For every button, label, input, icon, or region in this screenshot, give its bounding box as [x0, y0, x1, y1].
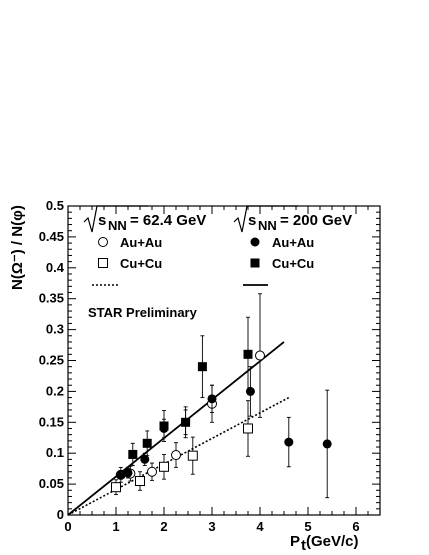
- x-tick-label: 3: [208, 519, 215, 534]
- x-tick-label: 1: [112, 519, 119, 534]
- data-point: [243, 349, 253, 359]
- series-filled-circle: [116, 366, 332, 499]
- x-tick-label: 0: [64, 519, 71, 534]
- data-point: [322, 439, 332, 449]
- legend-marker-open-square: [98, 258, 108, 268]
- legend-sqrt-s-right: s: [248, 212, 256, 229]
- data-point: [159, 421, 169, 431]
- series-filled-square: [128, 316, 253, 467]
- legend-energy-right: = 200 GeV: [280, 212, 352, 229]
- data-point: [243, 423, 253, 434]
- data-point: [159, 461, 169, 472]
- y-axis-title: N(Ω⁻) / N(φ): [9, 205, 26, 290]
- y-tick-label: 0.35: [39, 291, 64, 306]
- data-point: [207, 394, 217, 404]
- legend-sqrt-sub-right: NN: [258, 218, 277, 233]
- legend-header-62: s NN = 62.4 GeV: [83, 205, 206, 233]
- data-point: [140, 454, 150, 464]
- data-point: [123, 468, 133, 478]
- legend-sqrt-sub-left: NN: [108, 218, 127, 233]
- legend-label-cucu-200: Cu+Cu: [272, 256, 314, 271]
- y-tick-label: 0.4: [46, 260, 65, 275]
- data-point: [255, 350, 265, 361]
- legend-label-cucu-62: Cu+Cu: [120, 256, 162, 271]
- data-point: [187, 450, 198, 461]
- legend-sqrt-s-left: s: [98, 212, 106, 229]
- x-axis-title-main: P: [290, 533, 300, 550]
- fit-lines: [67, 341, 290, 516]
- x-tick-label: 4: [256, 519, 264, 534]
- data-points: [111, 293, 332, 499]
- x-tick-label: 6: [352, 519, 359, 534]
- y-tick-label: 0.3: [46, 322, 64, 337]
- x-axis-title: P t (GeV/c): [290, 533, 359, 554]
- y-tick-label: 0.1: [46, 445, 64, 460]
- x-tick-label: 2: [160, 519, 167, 534]
- y-tick-label: 0.2: [46, 383, 64, 398]
- y-tick-label: 0: [57, 507, 64, 522]
- y-tick-label: 0.25: [39, 353, 64, 368]
- y-tick-label: 0.15: [39, 414, 64, 429]
- data-point: [147, 466, 157, 477]
- data-point: [171, 450, 181, 461]
- x-axis-title-sub: t: [301, 537, 306, 554]
- legend-marker-filled-square: [250, 258, 260, 268]
- data-point: [128, 449, 138, 459]
- data-point: [135, 476, 145, 487]
- star-preliminary-annotation: STAR Preliminary: [88, 305, 198, 320]
- axes: 0 1 2 3 4 5 6 0 0.05 0.1 0.15 0.2 0.25 0.3 0.35 0.4 0.45…: [39, 198, 381, 534]
- y-tick-label: 0.5: [46, 198, 64, 213]
- data-point: [142, 438, 152, 448]
- x-tick-label: 5: [304, 519, 311, 534]
- y-tick-label: 0.05: [39, 476, 64, 491]
- legend-label-auau-62: Au+Au: [120, 235, 162, 250]
- legend-header-200: s NN = 200 GeV: [233, 205, 352, 233]
- legend-energy-left: = 62.4 GeV: [130, 212, 206, 229]
- data-point: [111, 482, 121, 493]
- data-point: [116, 470, 126, 480]
- legend: s NN = 62.4 GeV s NN = 200 GeV Au+Au Cu+…: [83, 205, 352, 286]
- legend-marker-filled-circle: [250, 237, 260, 247]
- data-point: [181, 417, 191, 427]
- data-point: [284, 437, 294, 447]
- legend-label-auau-200: Au+Au: [272, 235, 314, 250]
- legend-marker-open-circle: [98, 237, 108, 247]
- y-tick-label: 0.45: [39, 229, 64, 244]
- data-point: [197, 362, 207, 372]
- plot-frame: [67, 205, 381, 516]
- series-open-square: [111, 400, 253, 496]
- x-axis-title-unit: (GeV/c): [306, 533, 359, 550]
